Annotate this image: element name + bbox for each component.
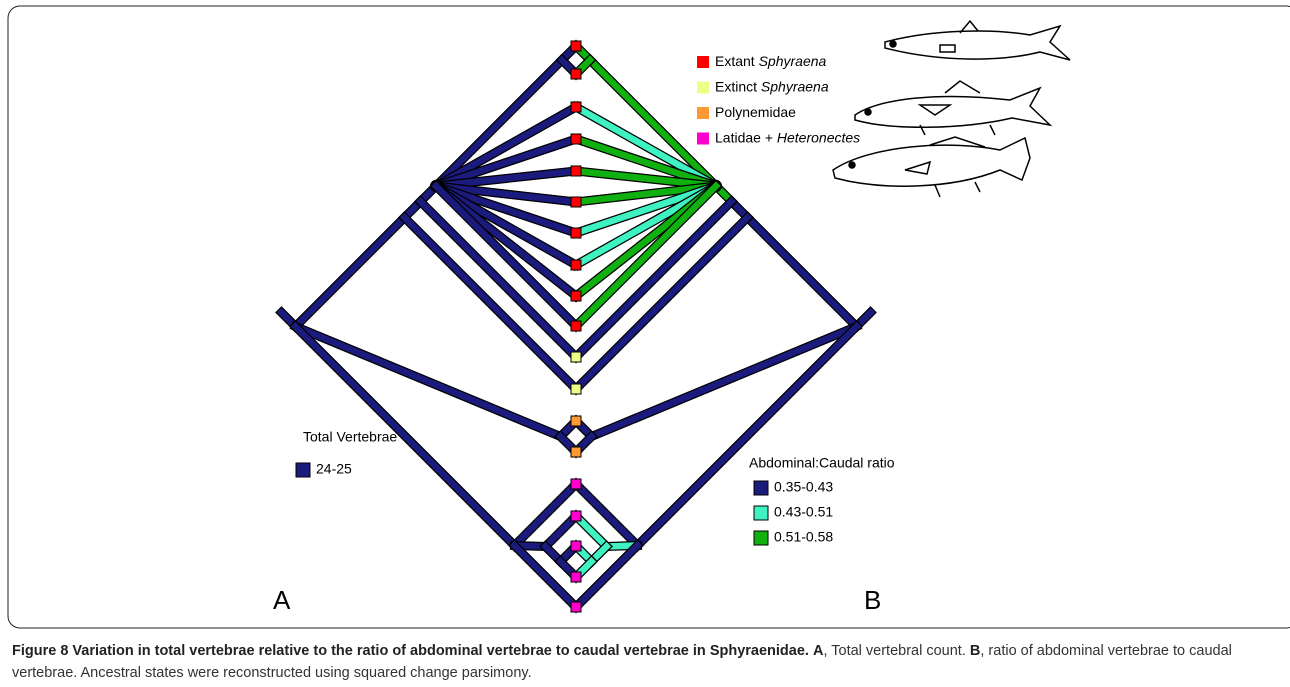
tip-marker — [570, 415, 582, 427]
tip-marker — [570, 540, 582, 552]
legend-text: Extinct — [715, 78, 757, 94]
branch — [632, 321, 862, 551]
branch — [290, 321, 520, 551]
branch — [432, 182, 580, 206]
branch — [571, 134, 721, 191]
tip-marker — [570, 227, 582, 239]
branch — [431, 55, 567, 191]
fish-eye — [848, 161, 856, 169]
tip-marker — [570, 259, 582, 271]
branch — [572, 182, 720, 206]
branch — [509, 540, 581, 612]
legend-label: 0.35-0.43 — [774, 479, 833, 495]
caption-label: A — [812, 643, 824, 659]
legend-swatch — [697, 56, 709, 68]
figure: Total Vertebrae Abdominal:Caudal ratio A… — [7, 5, 1290, 629]
branch — [571, 212, 753, 394]
legend-label: Extant Sphyraena — [715, 53, 827, 69]
legend-title: Abdominal:Caudal ratio — [749, 455, 895, 471]
branch — [431, 134, 581, 191]
legend-swatch — [295, 462, 311, 478]
legend-italic: Sphyraena — [761, 78, 829, 94]
branch — [571, 196, 737, 362]
legend-text: Polynemidae — [715, 104, 796, 120]
branch — [431, 181, 581, 238]
fish — [884, 19, 1071, 61]
tip-marker — [570, 351, 582, 363]
caption-label: B — [969, 643, 981, 659]
tip-marker — [570, 446, 582, 458]
legend-italic: Heteronectes — [777, 129, 860, 145]
fish-eye — [889, 40, 897, 48]
legend-label: Polynemidae — [715, 104, 796, 120]
branch — [571, 540, 643, 612]
fish — [854, 80, 1053, 136]
legend-label: 0.43-0.51 — [774, 504, 833, 520]
tip-marker — [570, 601, 582, 613]
legend-swatch — [697, 132, 709, 145]
branch — [571, 102, 721, 191]
legend-swatch — [697, 81, 709, 94]
branch — [290, 212, 410, 332]
branch — [587, 322, 861, 441]
tip-marker — [570, 571, 582, 583]
tip-marker — [570, 320, 582, 332]
legend-title: Total Vertebrae — [303, 429, 397, 445]
tip-marker — [570, 40, 582, 52]
legend-label: Extinct Sphyraena — [715, 78, 829, 94]
legend-text: Extant — [715, 53, 755, 69]
branch — [431, 102, 581, 191]
caption-title: Figure 8 Variation in total vertebrae re… — [12, 643, 809, 659]
tip-marker — [570, 101, 582, 113]
tip-marker — [570, 165, 582, 177]
panel-label: B — [864, 585, 881, 615]
legend-swatch — [697, 107, 709, 119]
legend-text: Latidae + — [715, 129, 773, 145]
caption-text: , ratio of abdominal vertebrae to caudal… — [12, 643, 1232, 681]
tip-marker — [570, 478, 582, 490]
branch — [509, 479, 581, 551]
branch — [742, 212, 862, 332]
tip-marker — [570, 68, 582, 80]
legend-label: 0.51-0.58 — [774, 529, 833, 545]
caption-text: , Total vertebral count. — [823, 643, 966, 659]
legend-swatch — [753, 530, 769, 546]
legend-italic: Sphyraena — [759, 53, 827, 69]
legend-swatch — [753, 505, 769, 521]
branch — [571, 479, 643, 551]
legend-swatch — [753, 480, 769, 496]
branch — [432, 167, 580, 190]
branch — [571, 181, 721, 331]
fish-eye — [864, 108, 872, 116]
legend-label: 24-25 — [316, 461, 352, 477]
caption: Figure 8 Variation in total vertebrae re… — [12, 640, 1280, 684]
fish-drawings — [832, 19, 1071, 198]
tip-marker — [570, 510, 582, 522]
branch — [572, 167, 720, 190]
branch — [399, 212, 581, 394]
legend-label: Latidae + Heteronectes — [715, 129, 860, 145]
tip-marker — [570, 383, 582, 395]
tip-marker — [570, 133, 582, 145]
tip-marker — [570, 196, 582, 208]
branch — [431, 181, 581, 331]
branch — [585, 55, 721, 191]
branch — [415, 196, 581, 362]
tip-marker — [570, 290, 582, 302]
phylogeny — [275, 39, 877, 614]
fish — [832, 136, 1031, 198]
frame — [7, 5, 1290, 629]
branch — [571, 181, 721, 238]
branch — [291, 322, 565, 441]
panel-label: A — [273, 585, 291, 615]
